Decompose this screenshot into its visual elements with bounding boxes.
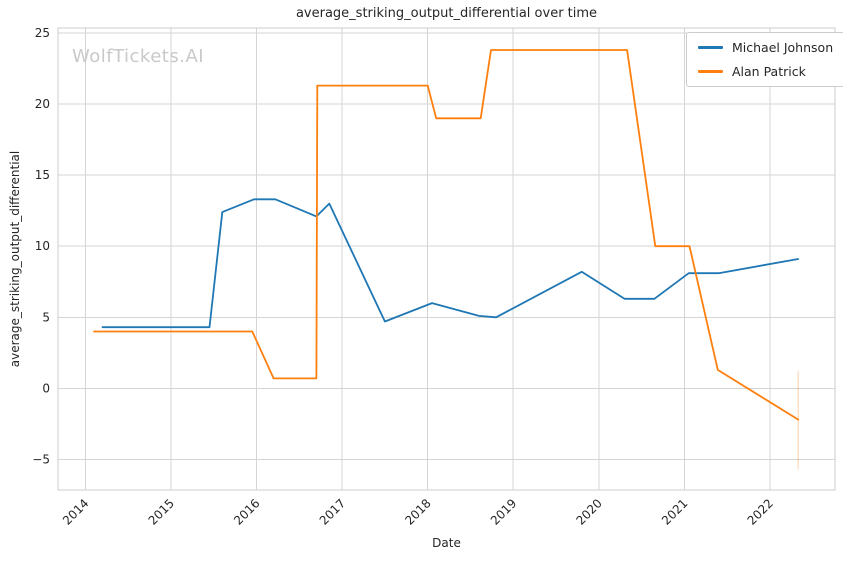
y-axis-label: average_striking_output_differential	[8, 150, 22, 368]
legend-item-michael-johnson: Michael Johnson	[698, 40, 833, 55]
x-tick-label: 2019	[488, 496, 519, 527]
watermark: WolfTickets.AI	[72, 46, 205, 67]
legend-line-swatch	[698, 70, 723, 73]
y-tick-label: 0	[42, 381, 50, 395]
y-tick-label: 10	[35, 239, 50, 253]
x-tick-label: 2020	[573, 496, 604, 527]
x-tick-label: 2016	[231, 496, 262, 527]
legend-line-swatch	[698, 46, 723, 49]
x-tick-label: 2022	[745, 496, 776, 527]
chart-title: average_striking_output_differential ove…	[295, 6, 598, 21]
y-tick-label: 25	[35, 26, 50, 40]
x-tick-label: 2015	[146, 496, 177, 527]
x-tick-label: 2014	[60, 496, 91, 527]
x-tick-label: 2021	[659, 496, 690, 527]
series-line-alan-patrick	[93, 49, 800, 421]
series-line-michael-johnson	[101, 198, 800, 329]
legend-item-alan-patrick: Alan Patrick	[698, 64, 833, 79]
legend-label: Michael Johnson	[732, 40, 834, 55]
legend: Michael Johnson Alan Patrick	[686, 32, 843, 87]
legend-label: Alan Patrick	[732, 64, 806, 79]
y-tick-label: 5	[42, 310, 50, 324]
x-tick-label: 2017	[317, 496, 348, 527]
plot-border	[57, 27, 836, 491]
y-tick-label: 20	[35, 97, 50, 111]
y-tick-label: 15	[35, 168, 50, 182]
y-tick-label: −5	[32, 452, 50, 466]
x-tick-label: 2018	[402, 496, 433, 527]
x-axis-label: Date	[432, 536, 461, 550]
